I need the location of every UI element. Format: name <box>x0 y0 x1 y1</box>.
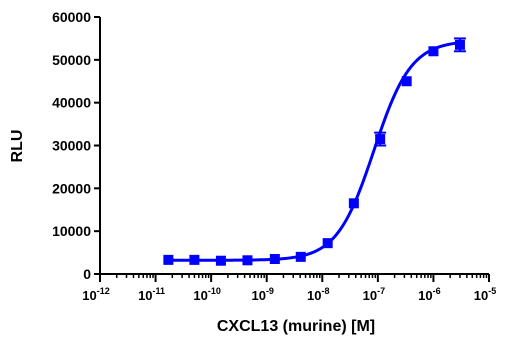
data-point <box>163 254 174 265</box>
y-tick-label: 50000 <box>52 52 91 68</box>
x-axis-title: CXCL13 (murine) [M] <box>217 318 375 335</box>
x-tick-label: 10-6 <box>418 286 440 303</box>
x-tick-label: 10-7 <box>363 286 385 303</box>
data-point <box>428 46 439 57</box>
y-tick-label: 30000 <box>52 138 91 154</box>
data-point <box>454 39 465 50</box>
data-point <box>189 254 200 265</box>
x-tick-label: 10-11 <box>138 286 165 303</box>
data-point <box>348 198 359 209</box>
y-tick-label: 60000 <box>52 9 91 25</box>
x-tick-label: 10-10 <box>193 286 220 303</box>
data-points <box>163 37 466 266</box>
y-tick-label: 40000 <box>52 95 91 111</box>
y-tick-label: 10000 <box>52 223 91 239</box>
data-point <box>215 255 226 266</box>
x-tick-label: 10-12 <box>82 286 109 303</box>
x-axis-ticks: 10-12 10-11 10-10 10-9 10-8 10-7 10-6 10-5 <box>82 274 496 303</box>
data-point <box>295 251 306 262</box>
x-tick-label: 10-8 <box>307 286 329 303</box>
data-point <box>242 255 253 266</box>
data-point <box>401 76 412 87</box>
y-axis-ticks: 0 10000 20000 30000 40000 50000 60000 <box>52 9 100 282</box>
y-axis-title: RLU <box>9 130 26 163</box>
x-tick-label: 10-9 <box>251 286 273 303</box>
y-tick-label: 20000 <box>52 180 91 196</box>
data-point <box>269 254 280 265</box>
data-point <box>375 134 386 145</box>
x-tick-label: 10-5 <box>474 286 496 303</box>
y-tick-label: 0 <box>83 266 91 282</box>
fit-curve <box>168 41 461 262</box>
data-point <box>322 238 333 249</box>
